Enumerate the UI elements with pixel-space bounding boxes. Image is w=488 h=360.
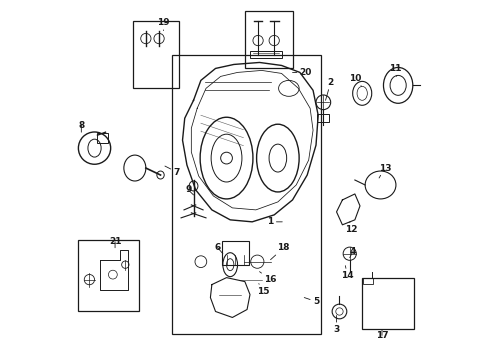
Bar bbox=[362, 278, 372, 284]
Text: 4: 4 bbox=[349, 247, 355, 258]
Text: 3: 3 bbox=[333, 315, 339, 334]
Text: 20: 20 bbox=[292, 68, 311, 77]
Text: 15: 15 bbox=[256, 284, 269, 296]
Text: 9: 9 bbox=[185, 185, 193, 195]
Text: 5: 5 bbox=[304, 297, 319, 306]
Text: 11: 11 bbox=[388, 64, 401, 76]
Bar bbox=[317, 114, 328, 122]
Bar bbox=[244, 11, 292, 68]
Text: 1: 1 bbox=[267, 217, 282, 226]
Bar bbox=[97, 133, 107, 143]
Bar bbox=[132, 21, 179, 88]
Bar bbox=[78, 240, 138, 311]
Text: 12: 12 bbox=[344, 222, 357, 234]
Bar bbox=[222, 241, 248, 265]
Bar bbox=[362, 278, 413, 329]
Text: 18: 18 bbox=[270, 243, 289, 260]
Bar bbox=[249, 50, 282, 58]
Text: 16: 16 bbox=[259, 272, 276, 284]
Text: 21: 21 bbox=[109, 237, 121, 248]
Text: 17: 17 bbox=[375, 329, 387, 340]
Text: 19: 19 bbox=[157, 18, 169, 31]
Text: 2: 2 bbox=[325, 78, 333, 100]
Text: 7: 7 bbox=[164, 166, 180, 176]
Text: 8: 8 bbox=[78, 121, 84, 132]
Text: 10: 10 bbox=[349, 74, 361, 86]
Bar bbox=[171, 55, 321, 334]
Text: 13: 13 bbox=[378, 163, 390, 178]
Text: 14: 14 bbox=[341, 266, 353, 280]
Text: 6: 6 bbox=[214, 243, 223, 254]
